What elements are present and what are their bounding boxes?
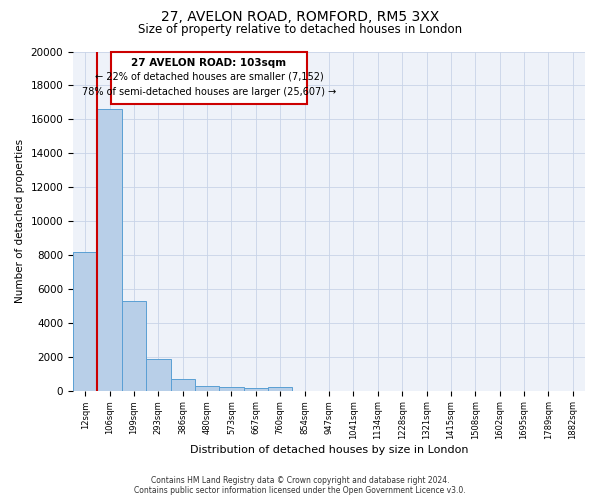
Y-axis label: Number of detached properties: Number of detached properties [15, 139, 25, 303]
Text: Contains HM Land Registry data © Crown copyright and database right 2024.
Contai: Contains HM Land Registry data © Crown c… [134, 476, 466, 495]
Bar [244, 388, 268, 390]
Text: Size of property relative to detached houses in London: Size of property relative to detached ho… [138, 22, 462, 36]
Text: 27, AVELON ROAD, ROMFORD, RM5 3XX: 27, AVELON ROAD, ROMFORD, RM5 3XX [161, 10, 439, 24]
Bar [268, 387, 292, 390]
Bar [111, 52, 307, 104]
Bar [73, 252, 97, 390]
Text: 78% of semi-detached houses are larger (25,607) →: 78% of semi-detached houses are larger (… [82, 87, 336, 97]
Bar [220, 387, 244, 390]
Bar [146, 359, 170, 390]
Bar [170, 378, 195, 390]
Bar [195, 386, 220, 390]
Bar [122, 300, 146, 390]
Text: 27 AVELON ROAD: 103sqm: 27 AVELON ROAD: 103sqm [131, 58, 287, 68]
X-axis label: Distribution of detached houses by size in London: Distribution of detached houses by size … [190, 445, 468, 455]
Text: ← 22% of detached houses are smaller (7,152): ← 22% of detached houses are smaller (7,… [95, 72, 323, 82]
Bar [97, 109, 122, 390]
